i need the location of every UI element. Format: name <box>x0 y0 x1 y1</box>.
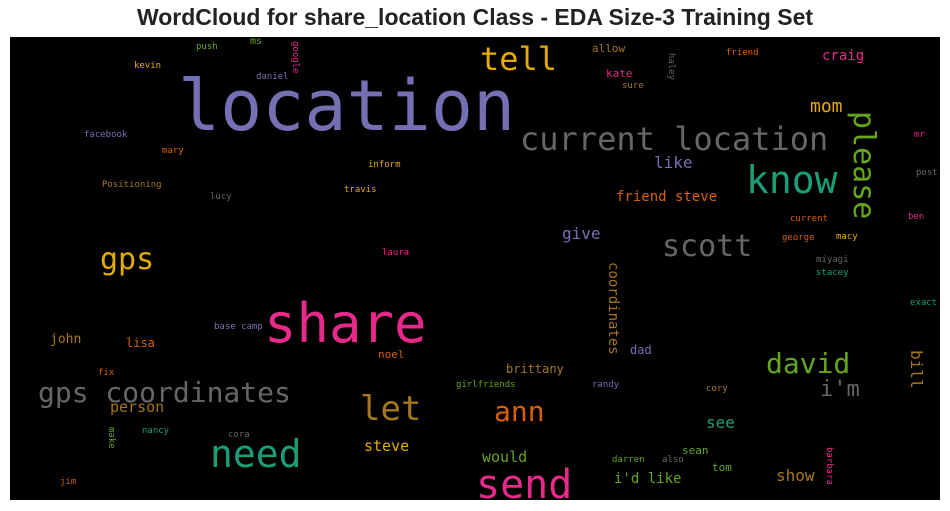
word: current <box>790 214 828 224</box>
word: girlfriends <box>456 380 516 390</box>
word: fix <box>98 368 115 378</box>
word: let <box>360 389 422 429</box>
word-cloud-canvas: location share current location know ple… <box>10 37 940 500</box>
word: craig <box>822 48 865 64</box>
word: kevin <box>134 61 162 71</box>
word: jim <box>60 477 77 487</box>
word: lucy <box>210 192 232 202</box>
word: coordinates <box>605 262 621 355</box>
word: current location <box>520 120 829 158</box>
word: allow <box>592 42 626 55</box>
word: cory <box>706 384 728 394</box>
word: barbara <box>824 447 834 485</box>
word: kate <box>606 67 633 80</box>
word: ben <box>908 212 925 222</box>
word: make <box>106 427 116 449</box>
word: inform <box>368 160 401 170</box>
word: dad <box>630 343 652 357</box>
word: send <box>476 462 573 500</box>
word: person <box>110 398 165 416</box>
word: would <box>482 448 528 466</box>
word: travis <box>344 185 377 195</box>
word: miyagi <box>816 255 849 265</box>
word: Positioning <box>102 180 162 190</box>
word: daniel <box>256 72 289 82</box>
word: mom <box>810 96 843 117</box>
word: google <box>290 41 300 74</box>
word: give <box>562 224 601 243</box>
word: brittany <box>506 362 564 376</box>
word: john <box>50 332 82 347</box>
word: sean <box>682 444 709 457</box>
word: tell <box>480 40 558 78</box>
word: macy <box>836 232 858 242</box>
figure-title: WordCloud for share_location Class - EDA… <box>136 4 814 30</box>
word: base camp <box>214 322 263 332</box>
word: push <box>196 42 218 52</box>
word: ms <box>250 37 263 47</box>
word: share <box>264 292 427 355</box>
word: see <box>706 413 735 432</box>
word: steve <box>364 437 410 455</box>
word: scott <box>662 229 753 264</box>
word: friend <box>726 48 759 58</box>
word: david <box>766 347 851 380</box>
word: i'd like <box>614 471 682 487</box>
word: post <box>916 168 938 178</box>
word: noel <box>378 348 405 361</box>
word: please <box>846 111 881 220</box>
word: exact <box>910 298 938 308</box>
word: stacey <box>816 268 849 278</box>
word: darren <box>612 455 645 465</box>
word: know <box>746 158 838 202</box>
word: laura <box>382 248 410 258</box>
word: need <box>210 432 302 476</box>
word: george <box>782 233 815 243</box>
word: cora <box>228 430 250 440</box>
word: gps <box>100 242 155 277</box>
word: facebook <box>84 130 128 140</box>
word: lisa <box>126 336 155 350</box>
word: tom <box>712 461 732 474</box>
word: ann <box>494 395 545 428</box>
word: like <box>654 153 693 172</box>
word: nancy <box>142 426 170 436</box>
word: haley <box>666 53 676 81</box>
word: randy <box>592 380 620 390</box>
word: also <box>662 455 684 465</box>
word: show <box>776 466 815 485</box>
word: i'm <box>820 377 860 402</box>
word: mr <box>914 130 925 140</box>
word: sure <box>622 81 644 91</box>
word: friend steve <box>616 189 718 205</box>
word: mary <box>162 146 184 156</box>
word: bill <box>907 350 926 389</box>
word: gps coordinates <box>38 376 291 409</box>
word: location <box>178 65 516 147</box>
